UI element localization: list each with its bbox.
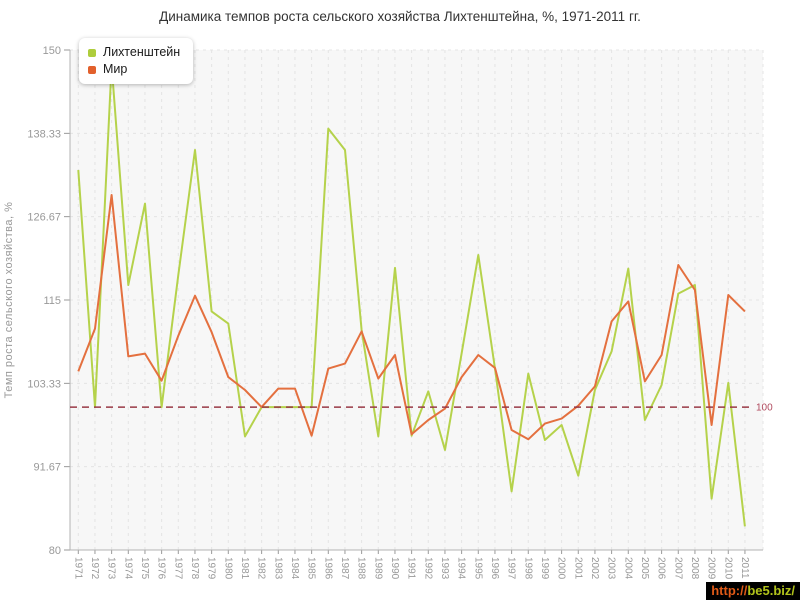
svg-text:2004: 2004 (622, 557, 633, 580)
watermark-link[interactable]: http://be5.biz/ (706, 582, 800, 600)
svg-text:1989: 1989 (372, 557, 383, 580)
svg-text:126.67: 126.67 (27, 212, 61, 224)
svg-text:1973: 1973 (106, 557, 117, 580)
legend-swatch-liechtenstein-icon (88, 48, 96, 57)
svg-text:1978: 1978 (189, 557, 200, 580)
legend: Лихтенштейн Мир (79, 38, 194, 84)
svg-text:1987: 1987 (339, 557, 350, 580)
svg-text:2001: 2001 (572, 557, 583, 580)
svg-text:150: 150 (43, 45, 61, 57)
svg-text:1977: 1977 (172, 557, 183, 580)
svg-text:1971: 1971 (72, 557, 83, 580)
svg-text:1985: 1985 (306, 557, 317, 580)
svg-text:1992: 1992 (422, 557, 433, 580)
svg-text:1997: 1997 (506, 557, 517, 580)
svg-text:1984: 1984 (289, 557, 300, 580)
watermark-prefix: http:// (711, 583, 748, 598)
svg-text:2002: 2002 (589, 557, 600, 580)
svg-text:1996: 1996 (489, 557, 500, 580)
svg-text:2008: 2008 (689, 557, 700, 580)
series-line-mir (77, 194, 746, 441)
watermark-domain: be5.biz/ (747, 583, 795, 598)
svg-text:1994: 1994 (456, 557, 467, 580)
svg-text:91.67: 91.67 (33, 462, 61, 474)
svg-text:1981: 1981 (239, 557, 250, 580)
svg-text:2011: 2011 (739, 557, 750, 579)
svg-text:1976: 1976 (156, 557, 167, 580)
svg-text:2006: 2006 (656, 557, 667, 580)
svg-text:2010: 2010 (722, 557, 733, 580)
reference-line-label: 100 (756, 403, 773, 414)
svg-text:1988: 1988 (356, 557, 367, 580)
svg-text:1986: 1986 (322, 557, 333, 580)
svg-text:1975: 1975 (139, 557, 150, 580)
svg-text:1990: 1990 (389, 557, 400, 580)
svg-text:103.33: 103.33 (27, 378, 61, 390)
svg-text:1991: 1991 (406, 557, 417, 580)
legend-item-liechtenstein[interactable]: Лихтенштейн (88, 44, 180, 61)
svg-text:2009: 2009 (706, 557, 717, 580)
legend-swatch-mir-icon (88, 65, 96, 74)
svg-text:138.33: 138.33 (27, 128, 61, 140)
y-tick-labels: 150 138.33 126.67 115 103.33 91.67 80 (27, 45, 61, 557)
svg-text:115: 115 (43, 295, 61, 307)
svg-text:1980: 1980 (222, 557, 233, 580)
x-tick-labels: 1971 1972 1973 1974 1975 1976 1977 1978 1979 1980… (72, 557, 750, 580)
svg-text:1979: 1979 (206, 557, 217, 580)
reference-line-100: 100 (70, 403, 773, 414)
svg-text:2000: 2000 (556, 557, 567, 580)
svg-text:2005: 2005 (639, 557, 650, 580)
svg-text:1983: 1983 (272, 557, 283, 580)
svg-text:2003: 2003 (606, 557, 617, 580)
y-axis-title: Темп роста сельского хозяйства, % (3, 201, 15, 399)
legend-item-mir[interactable]: Мир (88, 61, 180, 78)
svg-text:1972: 1972 (89, 557, 100, 580)
chart-title: Динамика темпов роста сельского хозяйств… (159, 9, 641, 24)
svg-text:1993: 1993 (439, 557, 450, 580)
svg-text:1999: 1999 (539, 557, 550, 580)
legend-label-liechtenstein: Лихтенштейн (103, 45, 181, 59)
series-line-liechtenstein (77, 64, 746, 527)
svg-text:1998: 1998 (522, 557, 533, 580)
axis-ticks (64, 49, 746, 554)
svg-text:80: 80 (49, 545, 61, 557)
svg-text:2007: 2007 (672, 557, 683, 580)
svg-text:1995: 1995 (472, 557, 483, 580)
svg-text:1982: 1982 (256, 557, 267, 580)
svg-text:1974: 1974 (122, 557, 133, 580)
plot-background (70, 50, 763, 550)
legend-label-mir: Мир (103, 62, 128, 76)
